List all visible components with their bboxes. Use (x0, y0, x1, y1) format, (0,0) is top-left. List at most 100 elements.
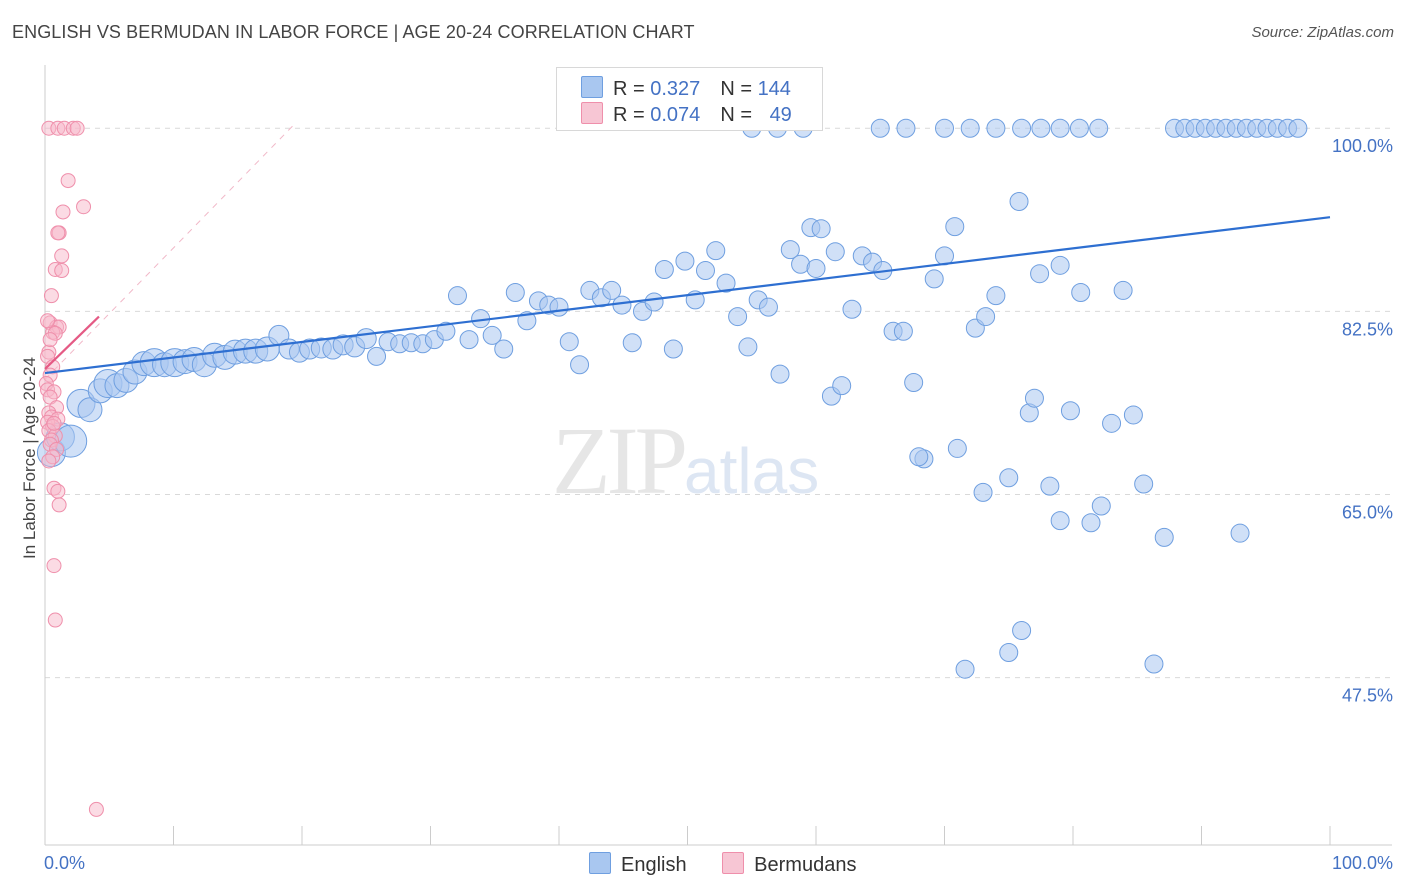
legend-bermudans-swatch (722, 852, 745, 874)
y-tick-label: 82.5% (1342, 319, 1393, 339)
english-point (1040, 476, 1060, 496)
english-point (1102, 413, 1122, 433)
english-point (1030, 264, 1050, 284)
bermudan-point (54, 248, 70, 264)
bermudan-point (41, 453, 57, 469)
bermudan-point (50, 225, 66, 241)
bermudan-point (88, 801, 104, 817)
english-point (1050, 511, 1070, 531)
english-point (494, 339, 514, 359)
english-point (986, 118, 1006, 138)
legend-bermudans-label: Bermudans (754, 854, 857, 876)
english-point (955, 659, 975, 679)
english-point (644, 292, 664, 312)
english-point (945, 217, 965, 237)
legend-item-bermudans[interactable]: Bermudans (722, 852, 856, 877)
watermark: ZIPatlas (552, 405, 819, 516)
bermudan-point (60, 173, 76, 189)
english-point (973, 482, 993, 502)
bermudan-point (46, 415, 62, 431)
stats-legend: R = 0.327 N = 144 R = 0.074 N = 49 (556, 67, 823, 131)
english-point (960, 118, 980, 138)
bermudan-n-label: N = (720, 104, 758, 126)
english-point (355, 328, 377, 350)
english-point (447, 286, 467, 306)
legend-row-english: R = 0.327 N = 144 (581, 76, 791, 100)
english-point (738, 337, 758, 357)
bermudan-r-label: R = (613, 104, 651, 126)
bermudan-point (55, 204, 71, 220)
english-point (999, 642, 1019, 662)
bermudan-point (43, 288, 59, 304)
english-point (559, 332, 579, 352)
axes (44, 65, 1392, 846)
english-point (1069, 118, 1089, 138)
english-point (870, 118, 890, 138)
english-point (986, 286, 1006, 306)
english-point (654, 260, 674, 280)
english-point (1288, 118, 1308, 138)
english-point (832, 376, 852, 396)
english-trend-line (44, 216, 1331, 375)
english-point (896, 118, 916, 138)
english-point (999, 468, 1019, 488)
english-point (758, 297, 778, 317)
english-point (505, 283, 525, 303)
english-point (728, 307, 748, 327)
english-point (570, 355, 590, 375)
english-point (1089, 118, 1109, 138)
watermark-atlas: atlas (684, 435, 820, 507)
english-point (924, 269, 944, 289)
gridlines (45, 127, 1392, 679)
english-point (1031, 118, 1051, 138)
english-point (1012, 620, 1032, 640)
english-point (622, 333, 642, 353)
english-points (36, 118, 1308, 679)
english-point (806, 258, 826, 278)
english-point (706, 241, 726, 261)
bermudan-point (40, 313, 56, 329)
series-legend: English Bermudans (589, 852, 886, 877)
english-point (663, 339, 683, 359)
bermudan-point (42, 332, 58, 348)
watermark-zip: ZIP (552, 407, 688, 514)
bermudan-swatch (581, 102, 603, 124)
english-point (1230, 523, 1250, 543)
english-point (947, 438, 967, 458)
bermudan-point (50, 483, 66, 499)
y-tick-label: 47.5% (1342, 686, 1393, 706)
english-n-label: N = (720, 78, 758, 100)
english-point (1012, 118, 1032, 138)
bermudan-points (38, 120, 104, 817)
legend-english-swatch (589, 852, 611, 874)
english-point (1081, 513, 1101, 533)
x-tick-label-left: 0.0% (44, 853, 85, 873)
english-point (549, 297, 569, 317)
legend-english-label: English (621, 854, 687, 876)
trend-lines (44, 216, 1331, 375)
english-point (695, 261, 715, 281)
english-r-label: R = (613, 78, 651, 100)
english-point (904, 373, 924, 393)
english-point (825, 242, 845, 262)
bermudan-point (76, 199, 92, 215)
english-point (459, 330, 479, 350)
chart-title: ENGLISH VS BERMUDAN IN LABOR FORCE | AGE… (12, 22, 695, 42)
english-point (1123, 405, 1143, 425)
source-label: Source: ZipAtlas.com (1251, 24, 1394, 41)
english-r-value: 0.327 (650, 78, 701, 100)
english-n-value: 144 (757, 78, 791, 100)
bermudan-point (54, 263, 70, 279)
english-point (976, 307, 996, 327)
english-point (602, 280, 622, 300)
english-point (909, 447, 929, 467)
x-tick-label-right: 100.0% (1332, 853, 1393, 873)
english-point (482, 325, 502, 345)
legend-item-english[interactable]: English (589, 852, 687, 877)
y-tick-label: 65.0% (1342, 502, 1393, 522)
english-point (780, 240, 800, 260)
bermudan-point (69, 120, 85, 136)
english-point (1144, 654, 1164, 674)
english-point (1071, 283, 1091, 303)
